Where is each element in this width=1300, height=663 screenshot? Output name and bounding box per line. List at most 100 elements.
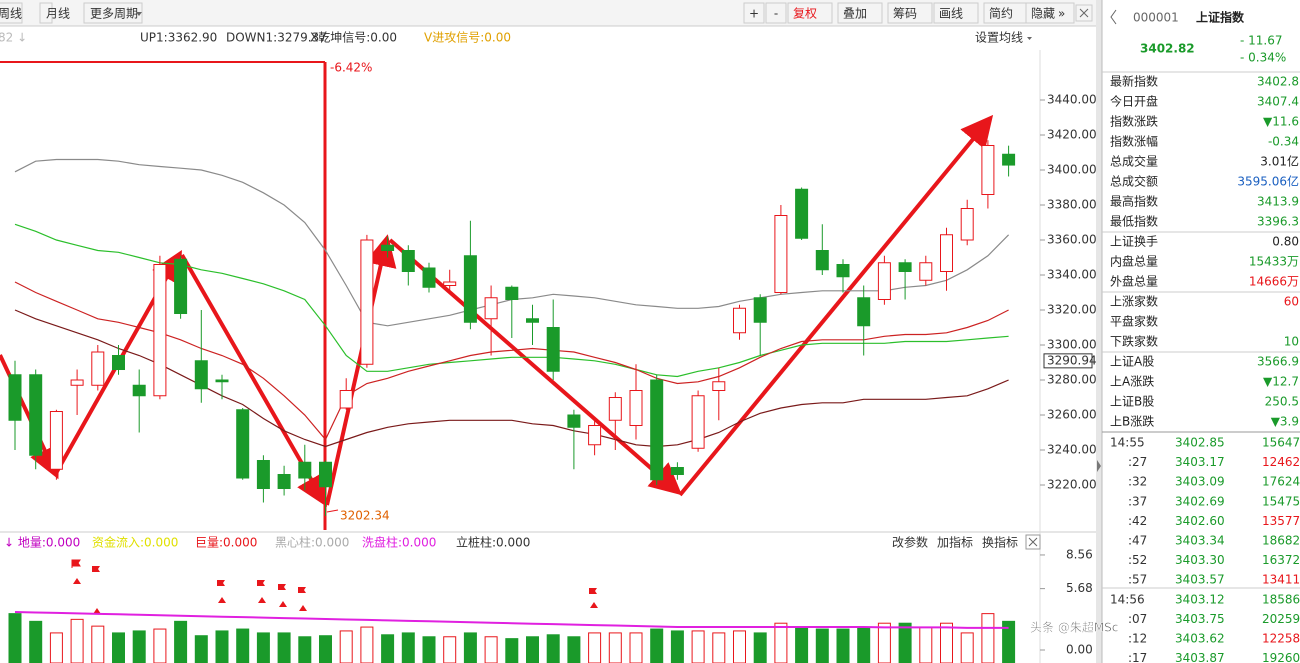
volume-bar (194, 635, 208, 663)
quote-price: 3402.82 (1140, 42, 1195, 56)
candle-body (319, 461, 332, 488)
tick-price: 3403.17 (1175, 455, 1225, 469)
toolbar-button[interactable] (765, 2, 787, 24)
candle-body (70, 379, 84, 386)
toolbar-label[interactable]: + (749, 7, 759, 21)
candle-body (401, 250, 415, 273)
field-label: 最新指数 (1110, 74, 1158, 89)
toolbar-button[interactable] (837, 2, 883, 24)
volume-bar (463, 632, 477, 663)
candle-body (132, 384, 146, 397)
tick-volume: 18682 (1262, 534, 1300, 548)
panel-button[interactable]: 换指标 (982, 535, 1018, 550)
volume-bar (422, 636, 436, 663)
tick-price: 3403.12 (1175, 592, 1225, 606)
volume-bar (91, 625, 105, 663)
candle-body (629, 390, 643, 427)
volume-bar (319, 635, 332, 663)
tick-volume: 19260 (1262, 651, 1300, 663)
candle-body (8, 374, 22, 421)
tick-time: :47 (1128, 534, 1147, 548)
toolbar-label[interactable]: 叠加 (843, 7, 867, 21)
toolbar-label[interactable]: 周线 (0, 7, 22, 21)
volume-indicator: 立桩柱:0.000 (456, 535, 530, 550)
toolbar-label[interactable]: 筹码 (893, 7, 917, 21)
volume-bar (815, 628, 829, 663)
candle-body (381, 244, 395, 252)
dropdown-icon (1027, 37, 1032, 40)
tick-time: :17 (1128, 651, 1147, 663)
splitter[interactable] (1096, 0, 1102, 663)
candle-body (298, 461, 312, 479)
toolbar-button[interactable] (1025, 2, 1075, 24)
toolbar-button[interactable] (39, 2, 53, 24)
tick-time: :42 (1128, 514, 1147, 528)
panel-button[interactable]: 加指标 (937, 535, 973, 550)
candle-body (526, 318, 539, 323)
volume-bar (505, 638, 519, 663)
candle-body (91, 351, 105, 386)
volume-bar (691, 630, 705, 663)
y-tick-label: 3440.00 (1047, 92, 1097, 106)
volume-bar (795, 626, 809, 663)
toolbar-button[interactable] (933, 2, 979, 24)
volume-bar (360, 626, 374, 663)
candle-body (463, 255, 477, 323)
field-value: 3566.9 (1257, 355, 1299, 369)
y-tick-label: 3320.00 (1047, 303, 1097, 317)
volume-bar (753, 632, 767, 663)
volume-bar (70, 618, 84, 663)
tick-price: 3403.75 (1175, 612, 1225, 626)
y-tick-label: 3260.00 (1047, 408, 1097, 422)
indicator-value: 82 ↓ (0, 31, 27, 45)
field-label: 最低指数 (1110, 214, 1158, 229)
candle-body (774, 215, 788, 294)
volume-bar (588, 632, 602, 663)
toolbar-label[interactable]: 月线 (46, 7, 70, 21)
field-value: 60 (1284, 295, 1299, 309)
toolbar-label[interactable]: 更多周期 (90, 7, 138, 21)
tick-price: 3403.87 (1175, 651, 1225, 663)
toolbar-label[interactable]: 复权 (793, 7, 817, 21)
toolbar-button[interactable] (83, 2, 143, 24)
toolbar-button[interactable] (743, 2, 765, 24)
toolbar-label[interactable]: 画线 (939, 7, 963, 21)
field-label: 上证B股 (1110, 395, 1154, 409)
toolbar-label[interactable]: 简约 (989, 6, 1013, 21)
field-value: 3407.4 (1257, 95, 1299, 109)
volume-indicator: 资金流入:0.000 (92, 535, 178, 550)
volume-bar (567, 636, 581, 663)
toolbar-button[interactable] (887, 2, 933, 24)
candle-body (443, 281, 457, 287)
toolbar-button[interactable] (0, 2, 23, 24)
settings-button[interactable]: 设置均线 (975, 31, 1023, 45)
tick-time: 14:56 (1110, 592, 1145, 606)
volume-bar (608, 632, 622, 663)
candle-body (236, 409, 250, 479)
toolbar-button[interactable] (787, 2, 833, 24)
candle-body (981, 144, 995, 196)
low-label: 3202.34 (340, 508, 390, 522)
y-tick-label: 3340.00 (1047, 268, 1097, 282)
volume-indicator: 洗盘柱:0.000 (362, 535, 436, 550)
tick-price: 3402.69 (1175, 494, 1225, 508)
drop-label: -6.42% (330, 61, 372, 75)
panel-button[interactable]: 改参数 (892, 535, 928, 550)
field-value: 14666万 (1249, 275, 1299, 289)
average-line (14, 309, 1009, 448)
volume-bar (153, 628, 167, 663)
y-tick-label: 3280.00 (1047, 373, 1097, 387)
field-label: 总成交量 (1110, 154, 1158, 169)
field-value: ▼3.9 (1271, 415, 1299, 429)
toolbar-label[interactable]: - (774, 7, 778, 21)
y-tick-label: 3360.00 (1047, 233, 1097, 247)
volume-bar (29, 620, 43, 663)
candle-body (815, 250, 829, 271)
volume-bar (940, 622, 953, 663)
volume-bar (298, 636, 312, 663)
toolbar-label[interactable]: 隐藏 (1031, 7, 1055, 21)
watermark: 头条 @朱超MSc (1030, 620, 1118, 635)
indicator-value: UP1:3362.90 (140, 31, 217, 45)
field-label: 上B涨跌 (1110, 414, 1154, 429)
